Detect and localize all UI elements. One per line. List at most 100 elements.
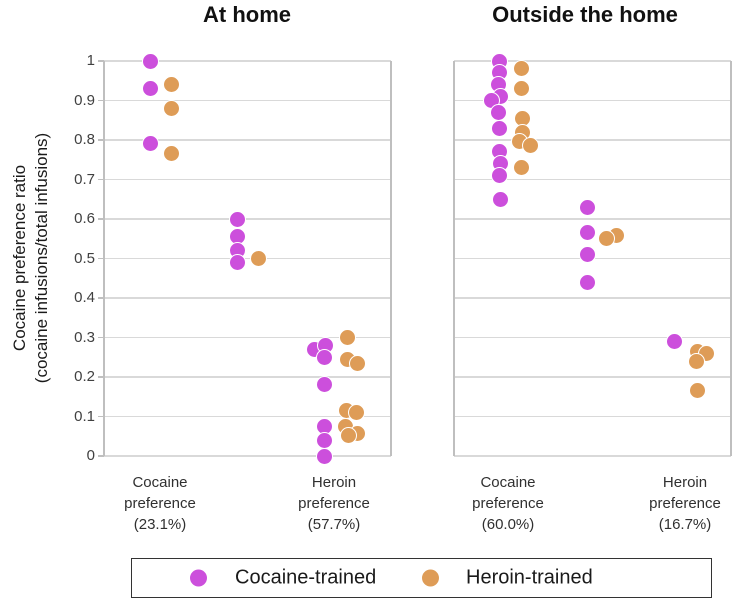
gridline — [104, 415, 391, 418]
panel-title-at-home: At home — [203, 2, 291, 27]
data-point-heroin-trained — [338, 329, 356, 346]
y-tick-label: 0.7 — [74, 170, 95, 188]
gridline — [104, 297, 391, 299]
category-label-line: (57.7%) — [307, 516, 361, 533]
data-point-cocaine-trained — [315, 431, 333, 449]
gridline — [454, 297, 731, 299]
gridline — [454, 60, 731, 62]
gridline — [104, 336, 391, 339]
category-label-line: (16.7%) — [658, 516, 712, 533]
legend-marker-cocaine-trained-icon — [190, 569, 207, 587]
gridline — [104, 376, 391, 378]
category-label-line: (60.0%) — [481, 516, 535, 533]
category-label-line: Cocaine — [480, 474, 536, 491]
y-tick-mark — [98, 415, 104, 418]
y-tick-mark — [98, 257, 104, 260]
data-point-cocaine-trained — [141, 52, 159, 70]
data-point-heroin-trained — [597, 230, 615, 248]
panel-title-outside-the-home: Outside the home — [492, 2, 678, 27]
data-point-cocaine-trained — [141, 135, 159, 153]
y-axis-title-line2: (cocaine infusions/total infusions) — [32, 132, 51, 384]
gridline — [104, 139, 391, 141]
category-label-line: Heroin — [311, 474, 357, 491]
legend-marker-heroin-trained-icon — [422, 569, 439, 587]
y-tick-label: 0.4 — [74, 289, 95, 306]
legend-label-heroin-trained: Heroin-trained — [466, 566, 593, 589]
y-tick-label: 0.6 — [74, 210, 95, 227]
gridline — [104, 99, 391, 102]
gridline — [104, 178, 391, 181]
data-point-heroin-trained — [162, 145, 180, 163]
y-tick-label: 0.5 — [74, 249, 95, 267]
data-point-heroin-trained — [162, 76, 180, 94]
data-point-heroin-trained — [162, 99, 180, 117]
gridline — [104, 218, 391, 220]
y-tick-label: 1 — [86, 52, 95, 69]
category-label-line: preference — [472, 495, 544, 512]
data-point-heroin-trained — [687, 353, 705, 371]
gridline — [454, 336, 731, 339]
y-tick-mark — [98, 336, 104, 339]
y-tick-label: 0.8 — [74, 131, 95, 148]
y-tick-mark — [98, 218, 104, 220]
y-tick-mark — [98, 60, 104, 62]
gridline — [454, 455, 731, 457]
y-tick-label: 0.3 — [74, 328, 95, 346]
y-tick-label: 0.1 — [74, 407, 95, 425]
gridline — [454, 415, 731, 418]
data-point-cocaine-trained — [578, 198, 596, 216]
data-point-heroin-trained — [348, 354, 366, 372]
data-point-cocaine-trained — [490, 167, 508, 185]
data-point-cocaine-trained — [315, 348, 333, 366]
gridline — [104, 257, 391, 260]
category-label-line: preference — [649, 495, 721, 512]
y-tick-label: 0 — [86, 447, 95, 464]
data-point-cocaine-trained — [315, 376, 333, 394]
data-point-heroin-trained — [249, 250, 267, 267]
gridline — [454, 139, 731, 141]
data-point-heroin-trained — [512, 80, 530, 98]
category-label-line: Heroin — [662, 474, 708, 491]
data-point-heroin-trained — [339, 426, 357, 444]
data-point-heroin-trained — [347, 404, 365, 422]
data-point-heroin-trained — [512, 159, 530, 177]
category-label-line: preference — [124, 495, 196, 512]
legend-label-cocaine-trained: Cocaine-trained — [235, 566, 377, 589]
data-point-cocaine-trained — [578, 273, 596, 291]
category-label: Cocaine preference (60.0%) — [472, 472, 544, 535]
gridline — [104, 60, 391, 62]
y-tick-mark — [98, 178, 104, 181]
data-point-cocaine-trained — [315, 447, 333, 465]
category-label: Heroin preference (57.7%) — [298, 472, 370, 535]
data-point-cocaine-trained — [141, 80, 159, 98]
gridline — [104, 455, 391, 457]
axis-line — [453, 61, 455, 456]
data-point-cocaine-trained — [665, 332, 683, 350]
y-tick-label: 0.9 — [74, 91, 95, 109]
gridline — [454, 99, 731, 102]
y-axis-title: Cocaine preference ratio (cocaine infusi… — [9, 133, 53, 383]
data-point-cocaine-trained — [228, 210, 246, 228]
category-label: Heroin preference (16.7%) — [649, 472, 721, 535]
data-point-cocaine-trained — [490, 119, 508, 137]
y-axis-title-line1: Cocaine preference ratio — [10, 164, 29, 352]
data-point-cocaine-trained — [578, 224, 596, 242]
axis-line — [390, 61, 392, 456]
y-tick-label: 0.2 — [74, 368, 95, 385]
gridline — [454, 178, 731, 181]
category-label: Cocaine preference (23.1%) — [124, 472, 196, 535]
data-point-cocaine-trained — [228, 253, 246, 271]
axis-line — [730, 61, 732, 456]
y-tick-mark — [98, 297, 104, 299]
category-label-line: (23.1%) — [133, 516, 187, 533]
legend: Cocaine-trained Heroin-trained — [131, 558, 712, 598]
gridline — [454, 218, 731, 220]
data-point-cocaine-trained — [491, 190, 509, 208]
category-label-line: Cocaine — [132, 474, 188, 491]
gridline — [454, 376, 731, 378]
data-point-cocaine-trained — [489, 103, 507, 121]
y-tick-mark — [98, 455, 104, 457]
data-point-cocaine-trained — [578, 246, 596, 264]
category-label-line: preference — [298, 495, 370, 512]
